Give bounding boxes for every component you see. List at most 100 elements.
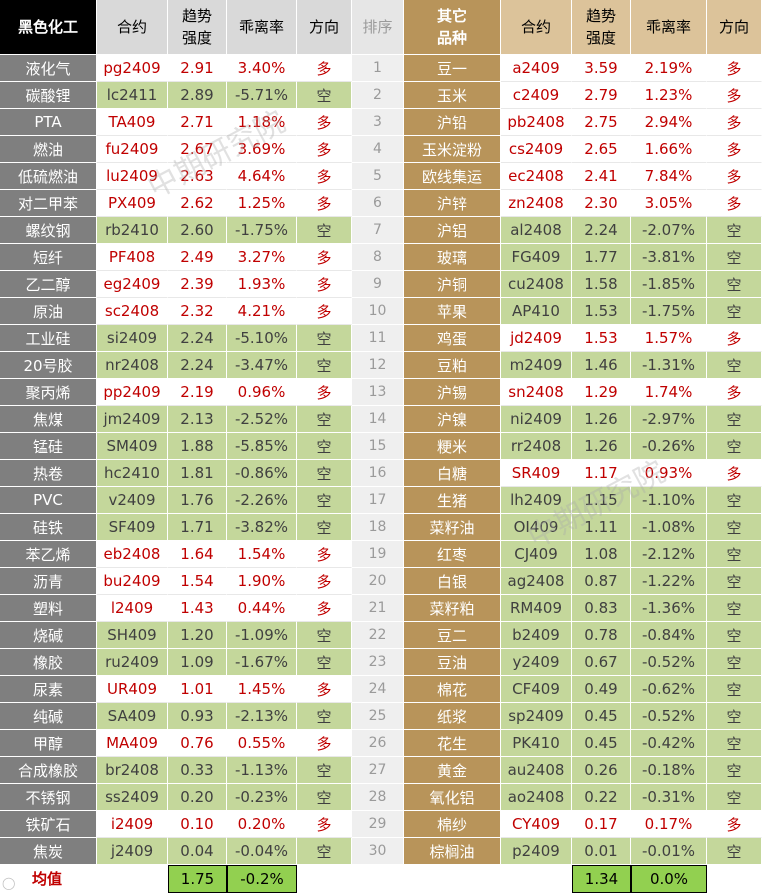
right-deviation-cell: 2.94% bbox=[631, 109, 707, 136]
right-deviation-cell: 7.84% bbox=[631, 163, 707, 190]
left-direction-cell: 多 bbox=[297, 379, 352, 406]
left-variety-name: 塑料 bbox=[0, 595, 97, 622]
right-strength-cell: 2.75 bbox=[572, 109, 631, 136]
right-deviation-cell: -0.26% bbox=[631, 433, 707, 460]
left-strength-cell: 2.63 bbox=[168, 163, 227, 190]
rank-cell: 13 bbox=[352, 379, 404, 406]
left-direction-cell: 空 bbox=[297, 514, 352, 541]
right-strength-cell: 1.53 bbox=[572, 325, 631, 352]
rank-cell: 12 bbox=[352, 352, 404, 379]
rank-cell: 30 bbox=[352, 838, 404, 865]
table-row: 乙二醇 eg2409 2.39 1.93% 多 9 沪铜 cu2408 1.58 -1.85% 空 bbox=[0, 271, 762, 298]
rank-cell: 27 bbox=[352, 757, 404, 784]
right-variety-name: 玉米淀粉 bbox=[404, 136, 501, 163]
right-strength-average: 1.34 bbox=[572, 865, 631, 893]
left-variety-name: 工业硅 bbox=[0, 325, 97, 352]
left-contract-cell: fu2409 bbox=[97, 136, 168, 163]
right-strength-cell: 0.26 bbox=[572, 757, 631, 784]
left-direction-cell: 空 bbox=[297, 784, 352, 811]
right-direction-cell: 空 bbox=[707, 568, 762, 595]
left-contract-cell: PF408 bbox=[97, 244, 168, 271]
table-row: 低硫燃油 lu2409 2.63 4.64% 多 5 欧线集运 ec2408 2.41 7.84%… bbox=[0, 163, 762, 190]
left-direction-cell: 多 bbox=[297, 190, 352, 217]
right-deviation-cell: -1.31% bbox=[631, 352, 707, 379]
right-variety-name: 沪镍 bbox=[404, 406, 501, 433]
table-row: 热卷 hc2410 1.81 -0.86% 空 16 白糖 SR409 1.17 0.93% 多 bbox=[0, 460, 762, 487]
left-variety-name: 不锈钢 bbox=[0, 784, 97, 811]
right-deviation-cell: -0.31% bbox=[631, 784, 707, 811]
left-contract-cell: rb2410 bbox=[97, 217, 168, 244]
left-strength-cell: 1.71 bbox=[168, 514, 227, 541]
right-direction-cell: 多 bbox=[707, 109, 762, 136]
right-variety-name: 白糖 bbox=[404, 460, 501, 487]
left-strength-cell: 2.24 bbox=[168, 352, 227, 379]
rank-cell: 24 bbox=[352, 676, 404, 703]
table-row: PTA TA409 2.71 1.18% 多 3 沪铅 pb2408 2.75 2.94% 多 bbox=[0, 109, 762, 136]
left-variety-name: 碳酸锂 bbox=[0, 82, 97, 109]
left-contract-cell: pp2409 bbox=[97, 379, 168, 406]
right-contract-cell: CF409 bbox=[501, 676, 572, 703]
rank-cell: 10 bbox=[352, 298, 404, 325]
left-strength-cell: 0.04 bbox=[168, 838, 227, 865]
rank-cell: 9 bbox=[352, 271, 404, 298]
left-contract-cell: ss2409 bbox=[97, 784, 168, 811]
left-contract-cell: SA409 bbox=[97, 703, 168, 730]
left-contract-cell: nr2408 bbox=[97, 352, 168, 379]
right-direction-cell: 多 bbox=[707, 811, 762, 838]
rank-cell: 2 bbox=[352, 82, 404, 109]
left-deviation-cell: 3.69% bbox=[227, 136, 297, 163]
right-variety-name: 白银 bbox=[404, 568, 501, 595]
right-strength-cell: 0.22 bbox=[572, 784, 631, 811]
rank-cell: 5 bbox=[352, 163, 404, 190]
right-deviation-cell: -3.81% bbox=[631, 244, 707, 271]
right-variety-name: 红枣 bbox=[404, 541, 501, 568]
left-strength-cell: 1.64 bbox=[168, 541, 227, 568]
right-variety-name: 纸浆 bbox=[404, 703, 501, 730]
left-strength-cell: 2.49 bbox=[168, 244, 227, 271]
right-direction-cell: 空 bbox=[707, 838, 762, 865]
left-contract-cell: ru2409 bbox=[97, 649, 168, 676]
right-deviation-cell: -1.08% bbox=[631, 514, 707, 541]
right-variety-name: 粳米 bbox=[404, 433, 501, 460]
left-variety-name: 甲醇 bbox=[0, 730, 97, 757]
right-deviation-cell: -2.12% bbox=[631, 541, 707, 568]
right-deviation-cell: -0.18% bbox=[631, 757, 707, 784]
right-variety-name: 豆油 bbox=[404, 649, 501, 676]
right-contract-cell: sn2408 bbox=[501, 379, 572, 406]
right-direction-cell: 空 bbox=[707, 541, 762, 568]
right-strength-cell: 1.15 bbox=[572, 487, 631, 514]
left-variety-name: 烧碱 bbox=[0, 622, 97, 649]
left-deviation-cell: 0.96% bbox=[227, 379, 297, 406]
left-direction-cell: 多 bbox=[297, 595, 352, 622]
right-contract-cell: PK410 bbox=[501, 730, 572, 757]
table-row: 合成橡胶 br2408 0.33 -1.13% 空 27 黄金 au2408 0.26 -0.18… bbox=[0, 757, 762, 784]
left-direction-cell: 空 bbox=[297, 352, 352, 379]
right-deviation-cell: -2.97% bbox=[631, 406, 707, 433]
right-strength-cell: 0.17 bbox=[572, 811, 631, 838]
left-variety-name: 聚丙烯 bbox=[0, 379, 97, 406]
left-direction-cell: 多 bbox=[297, 676, 352, 703]
right-deviation-cell: -0.84% bbox=[631, 622, 707, 649]
right-strength-cell: 0.67 bbox=[572, 649, 631, 676]
left-direction-cell: 多 bbox=[297, 136, 352, 163]
right-direction-cell: 多 bbox=[707, 55, 762, 82]
right-variety-name: 沪锌 bbox=[404, 190, 501, 217]
table-row: 焦煤 jm2409 2.13 -2.52% 空 14 沪镍 ni2409 1.26 -2.97% 空 bbox=[0, 406, 762, 433]
table-row: 尿素 UR409 1.01 1.45% 多 24 棉花 CF409 0.49 -0.62% 空 bbox=[0, 676, 762, 703]
left-deviation-cell: 1.18% bbox=[227, 109, 297, 136]
left-variety-name: 铁矿石 bbox=[0, 811, 97, 838]
right-variety-name: 花生 bbox=[404, 730, 501, 757]
left-variety-name: 螺纹钢 bbox=[0, 217, 97, 244]
right-variety-name: 棉纱 bbox=[404, 811, 501, 838]
right-strength-cell: 0.87 bbox=[572, 568, 631, 595]
rank-cell: 25 bbox=[352, 703, 404, 730]
left-strength-cell: 1.20 bbox=[168, 622, 227, 649]
right-contract-cell: ag2408 bbox=[501, 568, 572, 595]
right-contract-cell: m2409 bbox=[501, 352, 572, 379]
right-variety-name: 玉米 bbox=[404, 82, 501, 109]
left-variety-name: 焦炭 bbox=[0, 838, 97, 865]
table-row: 聚丙烯 pp2409 2.19 0.96% 多 13 沪锡 sn2408 1.29 1.74% 多 bbox=[0, 379, 762, 406]
left-contract-cell: l2409 bbox=[97, 595, 168, 622]
left-direction-cell: 空 bbox=[297, 703, 352, 730]
left-deviation-cell: 1.25% bbox=[227, 190, 297, 217]
